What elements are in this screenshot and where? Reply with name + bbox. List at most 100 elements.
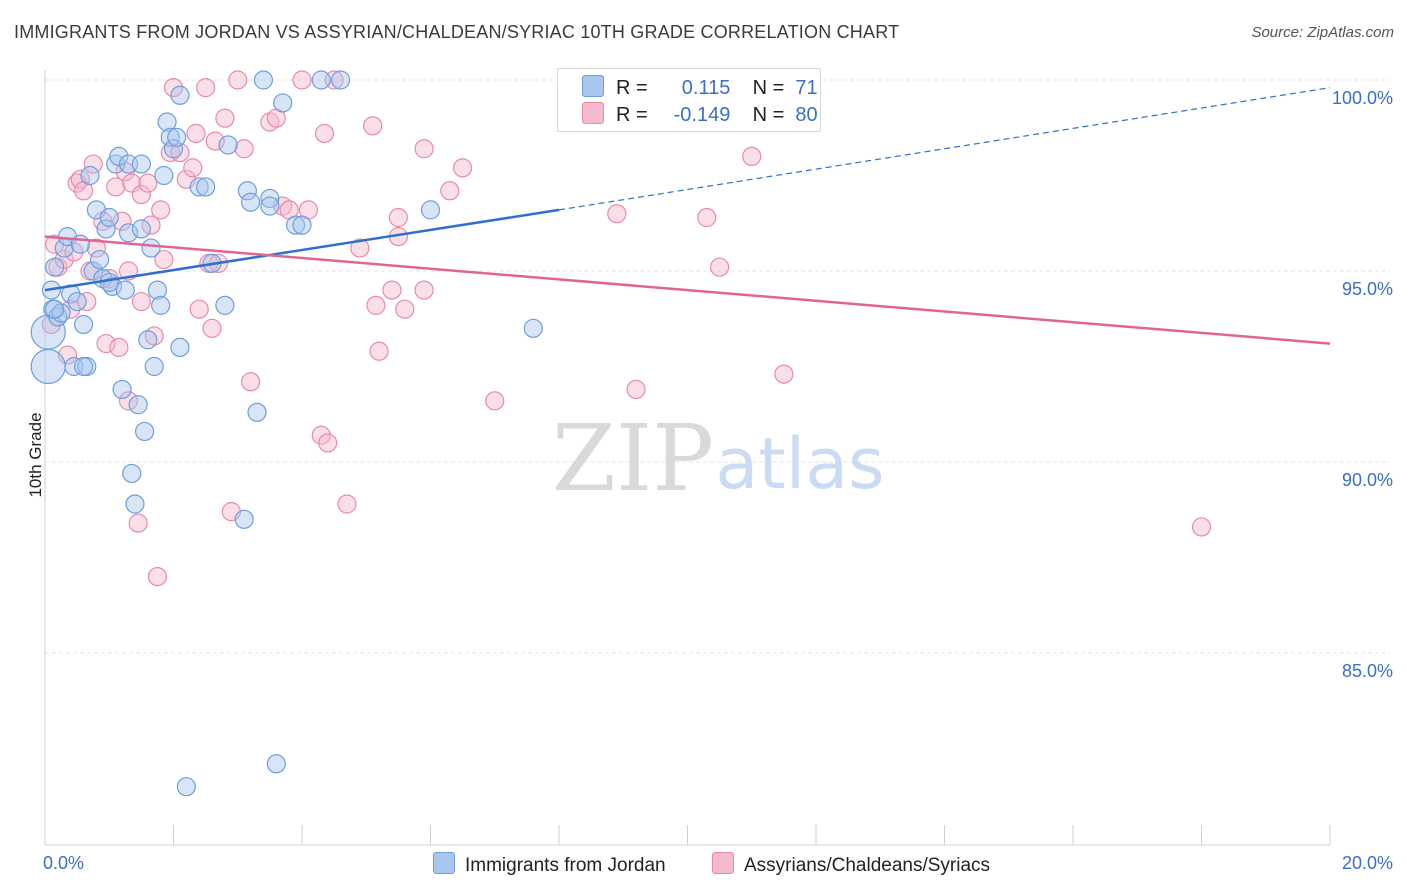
jordan-point xyxy=(163,139,184,159)
source-credit: Source: ZipAtlas.com xyxy=(1251,24,1394,41)
assyrian-point xyxy=(314,123,335,144)
y-tick-label: 90.0% xyxy=(1342,470,1393,490)
jordan-point xyxy=(83,261,103,281)
r-label: R = xyxy=(616,104,648,126)
assyrian-point xyxy=(311,425,331,445)
jordan-point xyxy=(73,314,94,335)
jordan-point xyxy=(122,463,142,484)
jordan-point xyxy=(73,356,94,377)
assyrian-point xyxy=(395,299,415,319)
jordan-point xyxy=(237,181,257,201)
trend-lines xyxy=(44,87,1331,345)
assyrian-point xyxy=(128,513,148,533)
y-tick-label: 95.0% xyxy=(1342,279,1393,299)
assyrian-legend-label: Assyrians/Chaldeans/Syriacs xyxy=(744,855,991,876)
assyrian-point xyxy=(54,249,74,270)
assyrian-point xyxy=(350,238,370,258)
assyrian-point xyxy=(228,70,248,90)
jordan-point xyxy=(311,70,331,90)
watermark-zip: ZIP xyxy=(552,405,714,512)
jordan-point xyxy=(247,402,267,422)
assyrian-point xyxy=(607,204,627,224)
assyrian-point xyxy=(163,78,184,98)
assyrian-point xyxy=(202,318,222,338)
jordan-point xyxy=(144,356,164,377)
assyrian-point xyxy=(774,364,794,384)
assyrian-r-value: -0.149 xyxy=(673,104,731,126)
assyrian-point xyxy=(77,291,97,312)
jordan-point xyxy=(115,280,135,300)
jordan-legend-swatch xyxy=(433,852,455,874)
assyrian-point xyxy=(96,333,116,354)
jordan-point xyxy=(523,318,543,338)
y-axis-label: 10th Grade xyxy=(26,412,45,498)
assyrian-point xyxy=(626,379,646,400)
bottom-legend-assyrian: Assyrians/Chaldeans/Syriacs xyxy=(712,852,990,877)
assyrian-point xyxy=(112,211,132,231)
watermark-atlas: atlas xyxy=(715,423,884,505)
jordan-swatch xyxy=(582,75,604,97)
jordan-point xyxy=(167,127,187,147)
jordan-point xyxy=(118,223,139,243)
legend-row-assyrian: R = -0.149 N = 80 xyxy=(582,102,818,128)
assyrian-point xyxy=(485,391,505,411)
assyrian-point xyxy=(186,123,206,144)
assyrian-point xyxy=(366,295,386,315)
assyrian-point xyxy=(369,341,389,361)
assyrian-point xyxy=(1191,517,1212,537)
assyrian-point xyxy=(440,181,460,201)
tick-labels: 85.0% 90.0% 95.0% 100.0% 0.0% 20.0% xyxy=(43,88,1393,873)
y-tick-label: 100.0% xyxy=(1332,88,1393,108)
assyrian-swatch xyxy=(582,102,604,124)
jordan-point xyxy=(260,196,280,216)
assyrian-point xyxy=(86,238,107,258)
jordan-point xyxy=(420,200,441,220)
jordan-r-value: 0.115 xyxy=(681,77,731,99)
jordan-point xyxy=(134,421,155,442)
n-label: N = xyxy=(752,77,785,99)
jordan-point xyxy=(138,330,158,350)
assyrian-point xyxy=(118,391,139,411)
assyrian-legend-swatch xyxy=(712,852,734,874)
jordan-point xyxy=(109,146,129,166)
assyrian-point xyxy=(414,139,434,159)
jordan-n-value: 71 xyxy=(795,77,818,99)
n-label: N = xyxy=(752,104,785,126)
grid-lines xyxy=(45,79,1390,654)
jordan-point xyxy=(170,85,190,105)
jordan-point xyxy=(45,299,65,319)
jordan-point xyxy=(147,280,168,300)
assyrian-point xyxy=(742,146,762,166)
assyrian-point xyxy=(196,78,216,98)
jordan-point xyxy=(176,777,196,797)
stats-legend: R = 0.115 N = 71 R = -0.149 N = 80 xyxy=(557,68,821,132)
jordan-point xyxy=(170,337,190,357)
jordan-point xyxy=(112,379,132,400)
assyrian-point xyxy=(147,566,168,587)
bottom-legend-jordan: Immigrants from Jordan xyxy=(433,852,666,877)
assyrian-point xyxy=(151,200,171,220)
series-assyrian-points xyxy=(41,70,1212,587)
jordan-point xyxy=(285,215,306,235)
assyrian-point xyxy=(109,337,129,357)
jordan-legend-label: Immigrants from Jordan xyxy=(465,855,666,876)
jordan-point xyxy=(141,238,161,258)
assyrian-point xyxy=(234,139,254,159)
jordan-point xyxy=(273,93,293,113)
jordan-point xyxy=(80,165,100,186)
series-jordan-points xyxy=(30,70,543,797)
jordan-point xyxy=(234,509,254,529)
assyrian-point xyxy=(106,177,126,197)
assyrian-point xyxy=(83,154,103,174)
assyrian-point xyxy=(154,249,174,270)
jordan-trend-line xyxy=(44,208,560,292)
jordan-point xyxy=(260,188,280,209)
assyrian-point xyxy=(189,299,209,319)
jordan-point xyxy=(128,395,148,415)
jordan-point xyxy=(160,127,180,147)
assyrian-point xyxy=(414,280,434,300)
assyrian-point xyxy=(57,345,78,365)
assyrian-point xyxy=(215,108,235,128)
jordan-point xyxy=(30,348,66,385)
